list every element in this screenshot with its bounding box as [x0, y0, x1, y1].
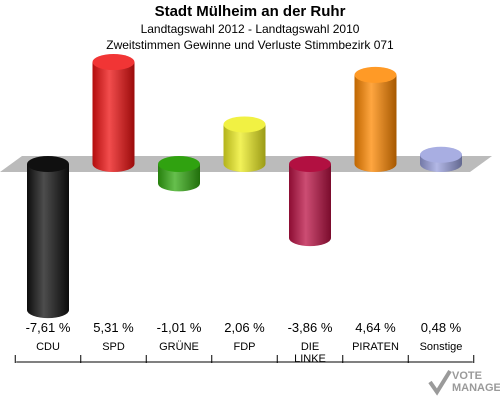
category-label-piraten: PIRATEN — [352, 341, 399, 353]
bar-cap-spd — [92, 54, 135, 71]
category-label-spd: SPD — [102, 341, 125, 353]
category-label-die-linke-1: DIE — [301, 341, 319, 353]
value-label-gr-ne: -1,01 % — [157, 320, 202, 335]
value-label-fdp: 2,06 % — [224, 320, 265, 335]
category-label-die-linke-2: LINKE — [294, 353, 326, 365]
bar-body-spd — [92, 62, 135, 172]
bar-cap-piraten — [354, 66, 397, 83]
bar-body-piraten — [354, 74, 397, 172]
value-label-cdu: -7,61 % — [26, 320, 71, 335]
chart-subtitle-2: Zweitstimmen Gewinne und Verluste Stimmb… — [106, 38, 394, 52]
bar-spd — [92, 54, 135, 172]
bar-gr-ne — [158, 156, 200, 192]
bar-cap-cdu — [27, 156, 69, 172]
category-label-sonstige: Sonstige — [420, 341, 463, 353]
value-label-sonstige: 0,48 % — [421, 320, 462, 335]
bar-body-cdu — [27, 164, 69, 319]
value-label-piraten: 4,64 % — [355, 320, 396, 335]
logo-line-1: VOTE — [452, 370, 482, 382]
chart-title: Stadt Mülheim an der Ruhr — [154, 3, 346, 20]
bar-fdp — [223, 116, 266, 172]
bar-piraten — [354, 66, 397, 172]
category-label-fdp: FDP — [234, 341, 256, 353]
bar-sonstige — [420, 146, 462, 172]
bar-cap-sonstige — [420, 146, 462, 163]
vote-manager-logo: VOTE MANAGER — [428, 366, 500, 400]
bar-cap-fdp — [223, 116, 266, 133]
check-mark-icon — [428, 369, 452, 396]
bar-body-fdp — [223, 124, 266, 172]
bar-die-linke — [289, 156, 331, 247]
category-label-cdu: CDU — [36, 341, 60, 353]
bar-body-die-linke — [289, 164, 331, 247]
value-label-spd: 5,31 % — [93, 320, 134, 335]
bar-cap-gr-ne — [158, 156, 200, 172]
chart-subtitle: Landtagswahl 2012 - Landtagswahl 2010 — [140, 22, 360, 36]
category-label-gr-ne: GRÜNE — [159, 341, 199, 353]
logo-line-2: MANAGER — [452, 382, 500, 394]
bar-cap-die-linke — [289, 156, 331, 172]
value-label-die-linke: -3,86 % — [288, 320, 333, 335]
bar-cdu — [27, 156, 69, 319]
